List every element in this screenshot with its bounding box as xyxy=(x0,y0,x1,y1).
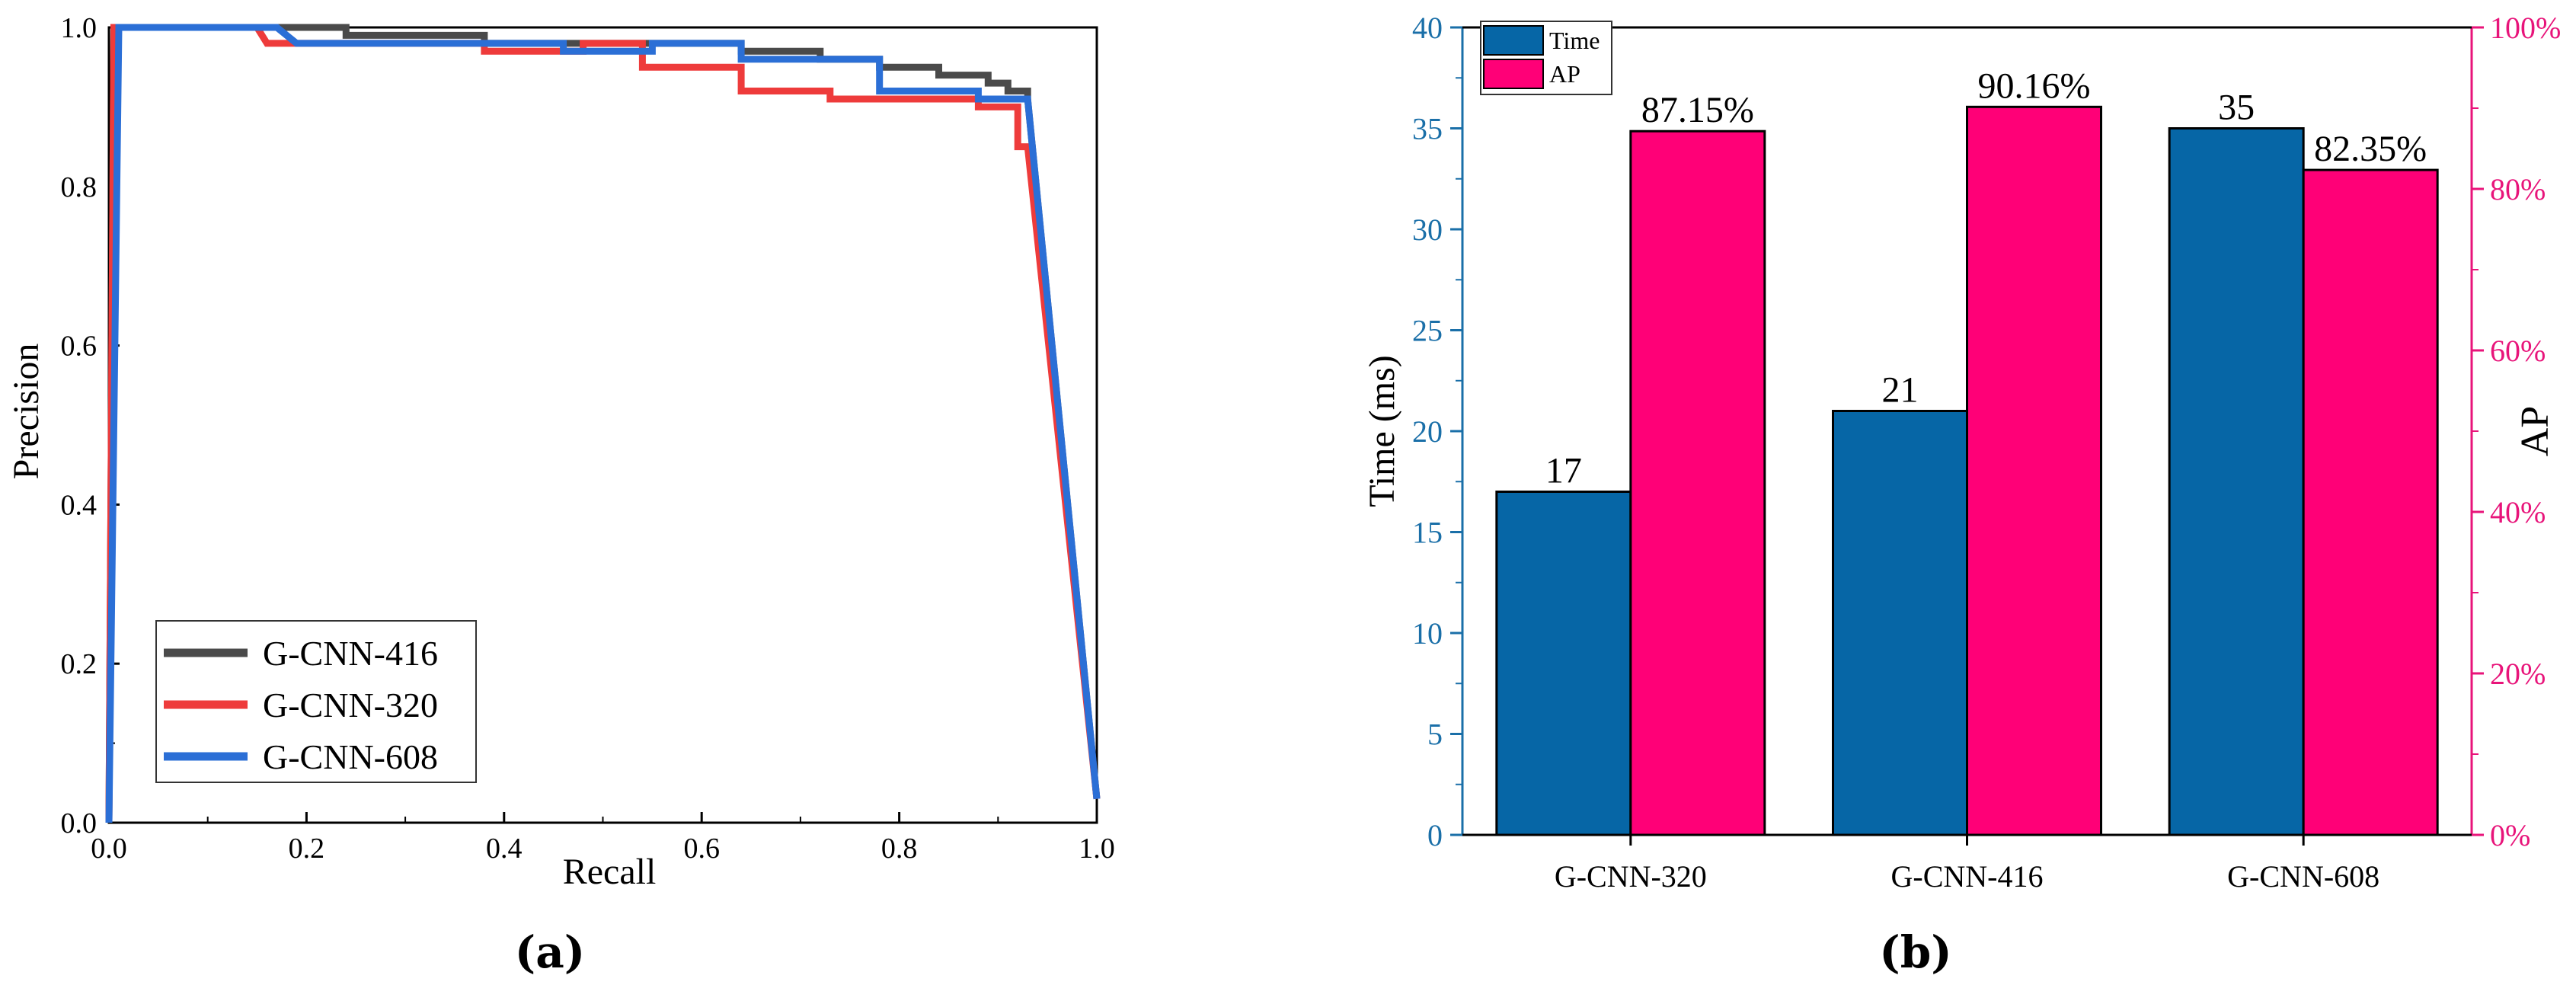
bar-left-tick-label: 35 xyxy=(1412,112,1443,146)
time-bar xyxy=(1495,491,1632,836)
bar-left-tick-label: 40 xyxy=(1412,11,1443,45)
pr-x-tick-label: 0.2 xyxy=(289,833,325,865)
bar-category-label: G-CNN-416 xyxy=(1891,859,2044,894)
pr-y-tick-label: 0.6 xyxy=(61,331,97,363)
bar-left-tick-label: 10 xyxy=(1412,616,1443,651)
bar-category-label: G-CNN-320 xyxy=(1555,859,1707,894)
bar-left-tick-label: 5 xyxy=(1427,718,1443,752)
pr-y-tick-label: 0.0 xyxy=(61,807,97,839)
bar-right-tick-label: 60% xyxy=(2490,334,2546,368)
time-bar xyxy=(2168,127,2305,836)
pr-y-tick-label: 0.4 xyxy=(61,489,97,521)
bar-right-tick-label: 40% xyxy=(2490,495,2546,529)
bar-right-tick-label: 20% xyxy=(2490,657,2546,691)
bar-left-tick-label: 30 xyxy=(1412,213,1443,247)
pr-curve-chart: 0.0 0.2 0.4 0.6 0.8 1.0 0.0 0.2 0.4 0.6 0.8 1.0 Re… xyxy=(6,12,1115,978)
panel-a-label: (a) xyxy=(515,926,585,978)
time-bar-label: 17 xyxy=(1545,451,1582,491)
pr-legend: G-CNN-416 G-CNN-320 G-CNN-608 xyxy=(155,620,477,783)
bar-legend-swatch xyxy=(1483,25,1544,56)
pr-x-axis-label: Recall xyxy=(563,852,657,892)
pr-y-tick-label: 0.8 xyxy=(61,171,97,203)
ap-bar xyxy=(1966,105,2102,836)
pr-legend-label: G-CNN-608 xyxy=(263,737,438,776)
bar-left-tick-label: 25 xyxy=(1412,314,1443,348)
bar-left-tick-label: 0 xyxy=(1427,818,1443,852)
pr-legend-label: G-CNN-320 xyxy=(263,686,438,724)
bar-legend-swatch xyxy=(1483,59,1544,89)
time-bar-label: 35 xyxy=(2218,88,2255,128)
pr-y-tick-label: 0.2 xyxy=(61,648,97,680)
pr-x-tick-label: 1.0 xyxy=(1079,833,1115,865)
ap-bar xyxy=(1629,129,1766,836)
bar-category-label: G-CNN-608 xyxy=(2227,859,2379,894)
time-ap-bar-chart: 17 87.15% 21 90.16% 35 82.35% 0 5 10 15 20 25 30 35 4… xyxy=(1362,11,2561,978)
pr-y-tick-label: 1.0 xyxy=(61,12,97,44)
pr-x-tick-label: 0.4 xyxy=(486,833,523,865)
bar-right-tick-label: 100% xyxy=(2490,11,2561,45)
time-bar xyxy=(1832,410,1968,836)
ap-bar-label: 87.15% xyxy=(1641,90,1754,130)
bar-left-tick-label: 15 xyxy=(1412,516,1443,550)
bar-legend-label: AP xyxy=(1549,60,1580,88)
pr-series-line-g-cnn-608 xyxy=(105,24,1101,823)
pr-x-tick-label: 0.0 xyxy=(91,833,127,865)
ap-bar-label: 82.35% xyxy=(2314,129,2427,169)
pr-x-tick-label: 0.8 xyxy=(881,833,918,865)
bar-legend: Time AP xyxy=(1480,21,1612,95)
bar-legend-label: Time xyxy=(1549,27,1600,54)
time-bar-label: 21 xyxy=(1882,370,1919,411)
ap-bar xyxy=(2302,168,2439,836)
pr-x-tick-label: 0.6 xyxy=(683,833,720,865)
pr-y-axis-label: Precision xyxy=(6,344,46,480)
ap-bar-label: 90.16% xyxy=(1978,66,2091,106)
panel-b-label: (b) xyxy=(1879,926,1951,978)
pr-legend-label: G-CNN-416 xyxy=(263,634,438,673)
bar-right-axis-label: AP xyxy=(2514,406,2557,456)
bar-left-axis-label: Time (ms) xyxy=(1362,355,1402,507)
bar-right-tick-label: 80% xyxy=(2490,172,2546,206)
bar-right-tick-label: 0% xyxy=(2490,818,2530,852)
bar-left-tick-label: 20 xyxy=(1412,414,1443,449)
